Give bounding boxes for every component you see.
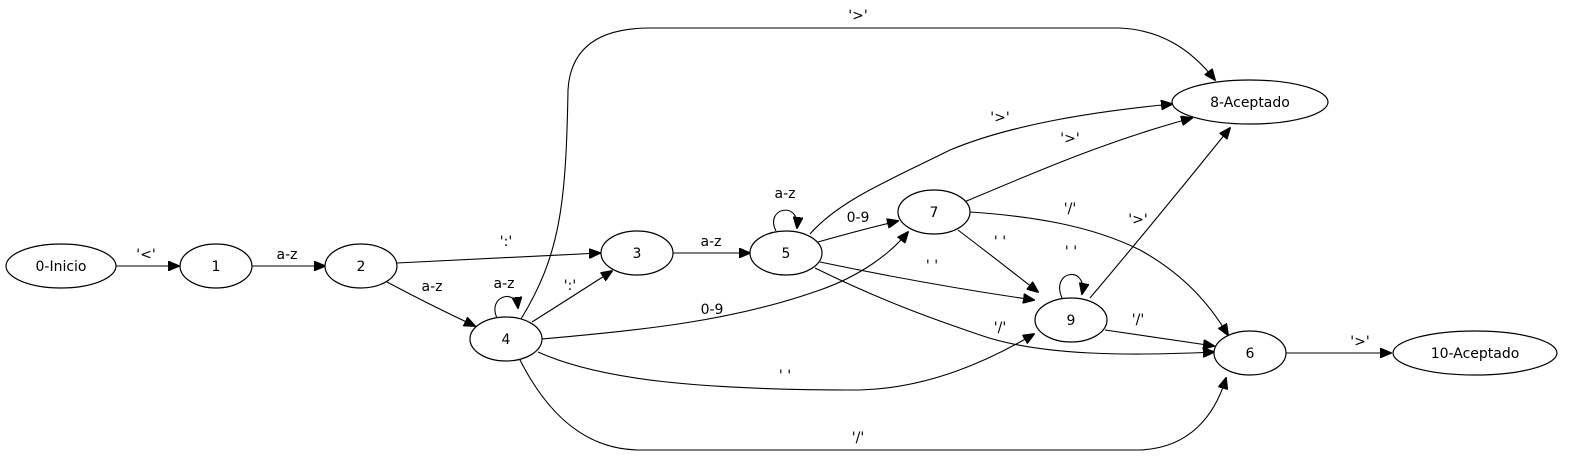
edge-4-to-3: ':' [531,271,612,323]
state-9: 9 [1034,297,1108,343]
edge-label: '<' [136,247,155,263]
state-label: 3 [633,246,642,262]
edge-label: '/' [1132,312,1144,328]
state-1: 1 [179,243,253,289]
state-3: 3 [600,230,674,276]
edge-label: a-z [494,276,515,292]
state-label: 10-Aceptado [1431,346,1520,362]
edge-label: a-z [775,186,796,202]
edge-label: ' ' [1065,244,1077,260]
edge-2-to-4: a-z [386,279,475,326]
edge-4-to-9: ' ' [537,334,1034,391]
edge-label: a-z [277,247,298,263]
edge-label: '/' [1064,201,1076,217]
edge-5-to-8: '>' [809,104,1172,235]
edge-4-loop: a-z [494,276,518,319]
edge-label: '>' [1128,212,1147,228]
state-label: 7 [930,205,939,221]
edge-7-to-8: '>' [961,118,1192,204]
edge-5-to-9: ' ' [819,258,1034,300]
edge-9-to-8: '>' [1089,128,1230,299]
state-2: 2 [324,243,398,289]
edge-7-to-6: '/' [969,201,1228,335]
state-label: 1 [212,259,221,275]
state-label: 5 [782,246,791,262]
edge-label: '>' [990,110,1009,126]
edge-label: ' ' [926,258,938,274]
edge-label: ' ' [994,234,1006,250]
state-label: 2 [357,259,366,275]
edge-label: '/' [994,320,1006,336]
edge-2-to-3: ':' [396,234,600,264]
state-4: 4 [469,316,543,362]
state-5: 5 [749,230,823,276]
state-8-aceptado: 8-Aceptado [1171,79,1329,125]
state-label: 0-Inicio [35,259,86,275]
edge-4-to-8: '>' [520,8,1215,320]
edge-0-to-1: '<' [116,247,179,266]
edge-5-to-6: '/' [814,267,1214,354]
edge-7-to-9: ' ' [957,229,1038,292]
edge-5-loop: a-z [773,186,798,232]
state-label: 4 [502,332,511,348]
edge-4-to-7: 0-9 [541,232,908,340]
edge-label: '>' [1350,334,1369,350]
state-6: 6 [1213,330,1287,376]
state-10-aceptado: 10-Aceptado [1392,330,1558,376]
edge-label: a-z [422,279,443,295]
state-label: 6 [1246,346,1255,362]
state-label: 8-Aceptado [1210,95,1290,111]
edge-label: ':' [500,234,512,250]
edge-9-to-6: '/' [1104,312,1214,346]
edge-5-to-7: 0-9 [817,210,898,243]
edge-label: a-z [701,234,722,250]
edge-label: '/' [852,430,864,446]
edge-label: ' ' [779,368,791,384]
state-0-inicio: 0-Inicio [5,243,117,289]
edge-label: '>' [1060,131,1079,147]
edge-9-loop: ' ' [1059,244,1083,299]
state-7: 7 [897,189,971,235]
edge-label: ':' [564,278,576,294]
edge-3-to-5: a-z [673,234,750,253]
edge-label: '>' [848,8,867,24]
edge-label: 0-9 [701,302,724,318]
edge-4-to-6: '/' [518,357,1226,451]
state-label: 9 [1067,313,1076,329]
edge-6-to-10: '>' [1285,334,1391,353]
edge-label: 0-9 [847,210,870,226]
edge-1-to-2: a-z [252,247,325,266]
